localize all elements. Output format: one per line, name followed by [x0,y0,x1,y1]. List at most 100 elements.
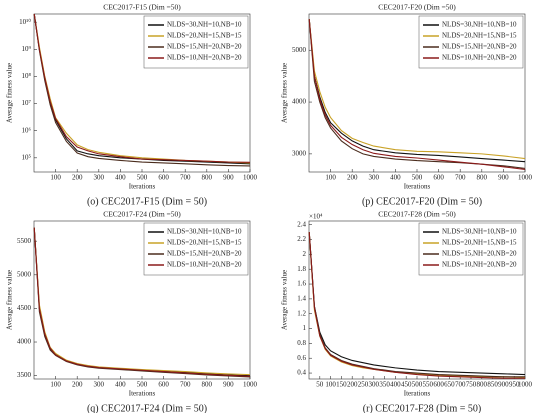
legend-label: NLDS=20,NH=15,NB=15 [442,239,517,247]
legend-label: NLDS=10,NH=20,NB=20 [442,261,517,269]
legend-label: NLDS=20,NH=15,NB=15 [167,32,242,40]
y-axis-label: Average fitness value [281,270,289,330]
y-tick-label: 2 [303,250,307,258]
x-tick-label: 600 [433,174,444,182]
x-tick-label: 450 [401,381,412,389]
panel: CEC2017-F24 (Dim =50) 3500 4000 4500 5000 550… [6,210,258,413]
x-tick-label: 650 [444,381,455,389]
y-tick-label: 10⁸ [22,72,32,80]
x-tick-label: 200 [347,174,358,182]
y-tick-label: 4000 [17,338,32,346]
legend-label: NLDS=10,NH=20,NB=20 [167,54,242,62]
x-tick-label: 100 [325,174,336,182]
y-tick-label: 2.4 [297,220,306,228]
series-line [33,13,251,167]
legend-label: NLDS=30,NH=10,NB=10 [167,21,242,29]
x-tick-label: 200 [72,381,83,389]
x-axis-label: Iterations [404,183,431,191]
chart-title: CEC2017-F24 (Dim =50) [103,210,181,219]
caption: (p) CEC2017-F20 (Dim = 50) [362,196,482,207]
legend-label: NLDS=20,NH=15,NB=15 [167,239,242,247]
chart-title: CEC2017-F15 (Dim =50) [103,3,181,12]
series-line [308,19,526,170]
x-tick-label: 900 [223,381,234,389]
y-tick-label: 5000 [292,46,307,54]
x-tick-label: 600 [158,174,169,182]
y-tick-label: 10⁵ [22,153,32,161]
x-tick-label: 1000 [243,381,258,389]
y-tick-label: 10⁷ [22,99,32,107]
legend-label: NLDS=10,NH=20,NB=20 [442,54,517,62]
series-line [33,227,251,378]
x-tick-label: 350 [379,381,390,389]
x-tick-label: 100 [325,381,336,389]
x-tick-label: 800 [202,381,213,389]
chart-title: CEC2017-F28 (Dim =50) [378,210,456,219]
x-axis-label: Iterations [129,183,156,191]
x-tick-label: 700 [180,174,191,182]
x-tick-label: 700 [455,381,466,389]
y-axis-label: Average fitness value [6,63,14,123]
y-tick-label: 10⁶ [22,126,32,134]
x-tick-label: 300 [94,174,105,182]
y-tick-label: 0.6 [297,354,306,362]
x-tick-label: 850 [487,381,498,389]
x-tick-label: 800 [202,174,213,182]
legend-label: NLDS=30,NH=10,NB=10 [442,228,517,236]
x-tick-label: 400 [115,381,126,389]
x-tick-label: 1000 [518,174,533,182]
caption: (q) CEC2017-F24 (Dim = 50) [87,403,207,413]
x-tick-label: 50 [316,381,324,389]
x-tick-label: 300 [94,381,105,389]
legend-label: NLDS=30,NH=10,NB=10 [442,21,517,29]
y-tick-label: 4500 [17,304,32,312]
legend-label: NLDS=15,NH=20,NB=20 [167,43,242,51]
y-tick-label: 4000 [292,98,307,106]
x-tick-label: 300 [369,174,380,182]
caption: (o) CEC2017-F15 (Dim = 50) [87,196,207,207]
x-tick-label: 900 [498,381,509,389]
series-line [308,232,526,376]
x-tick-label: 200 [347,381,358,389]
x-tick-label: 700 [455,174,466,182]
x-tick-label: 400 [115,174,126,182]
x-tick-label: 500 [412,174,423,182]
y-tick-label: 1.4 [297,294,306,302]
caption: (r) CEC2017-F28 (Dim = 50) [363,403,481,413]
panel: CEC2017-F15 (Dim =50) 10⁵ 10⁶ 10⁷ 10⁸ 10⁹ 10¹⁰… [6,3,258,208]
series-line [33,227,251,377]
x-tick-label: 200 [72,174,83,182]
x-tick-label: 900 [223,174,234,182]
x-tick-label: 100 [50,381,61,389]
y-tick-label: 3000 [292,149,307,157]
x-tick-label: 300 [369,381,380,389]
y-axis-label: Average fitness value [6,270,14,330]
x-tick-label: 400 [390,174,401,182]
x-tick-label: 750 [466,381,477,389]
x-tick-label: 150 [336,381,347,389]
y-tick-label: 1.6 [297,280,306,288]
legend-label: NLDS=15,NH=20,NB=20 [442,43,517,51]
chart-title: CEC2017-F20 (Dim =50) [378,3,456,12]
y-tick-label: 3500 [17,371,32,379]
y-tick-label: 10⁹ [22,45,32,53]
x-tick-label: 900 [498,174,509,182]
y-tick-label: 0.4 [297,369,306,377]
y-tick-label: 1.2 [297,309,306,317]
x-tick-label: 950 [509,381,520,389]
legend-label: NLDS=10,NH=20,NB=20 [167,261,242,269]
x-tick-label: 800 [477,381,488,389]
y-tick-label: 10¹⁰ [19,18,31,26]
x-tick-label: 800 [477,174,488,182]
series-line [308,19,526,163]
y-tick-label: 5000 [17,270,32,278]
y-tick-label: 5500 [17,237,32,245]
legend-label: NLDS=20,NH=15,NB=15 [442,32,517,40]
x-tick-label: 500 [412,381,423,389]
x-tick-label: 250 [358,381,369,389]
x-tick-label: 600 [158,381,169,389]
x-tick-label: 500 [137,174,148,182]
series-line [33,13,251,163]
x-tick-label: 400 [390,381,401,389]
legend-label: NLDS=15,NH=20,NB=20 [442,250,517,258]
